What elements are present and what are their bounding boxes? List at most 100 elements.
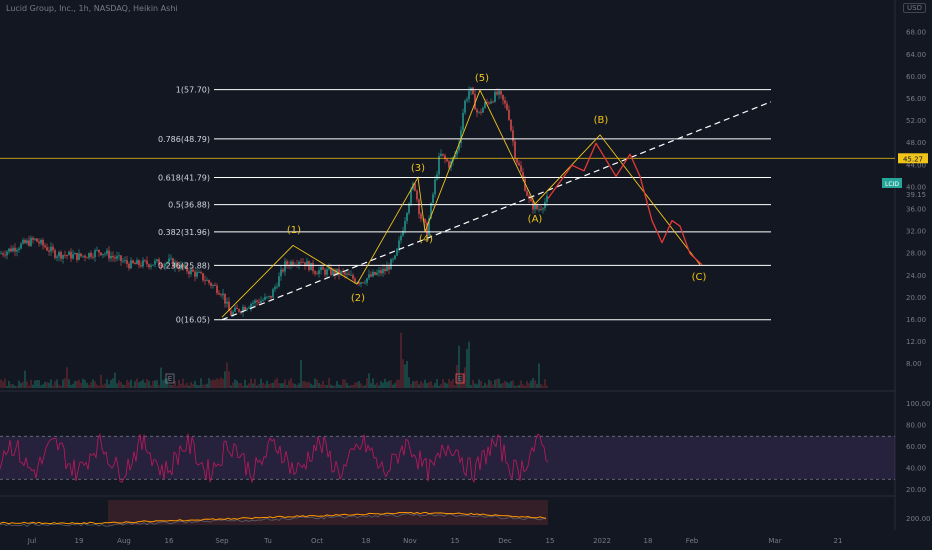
volume-bar (238, 383, 240, 388)
candle (42, 240, 44, 246)
volume-bar (46, 382, 48, 388)
volume-bar (366, 378, 368, 388)
candle (284, 261, 286, 272)
candle (136, 260, 138, 265)
volume-bar (344, 379, 346, 388)
volume-bar (376, 382, 378, 388)
volume-bar (106, 379, 108, 388)
volume-bar (168, 384, 170, 388)
volume-bar (114, 372, 116, 388)
volume-bar (308, 381, 310, 388)
candle (526, 190, 528, 196)
candle (318, 270, 320, 275)
volume-bar (458, 345, 460, 388)
volume-bar (100, 374, 102, 388)
elliott-wave-line (221, 89, 701, 318)
volume-bar (496, 378, 498, 388)
volume-bar (356, 382, 358, 388)
volume-bar (102, 384, 104, 388)
candle (192, 269, 194, 272)
candle (180, 264, 182, 270)
volume-bar (160, 367, 162, 388)
volume-bar (118, 380, 120, 388)
time-tick-label: 19 (75, 537, 84, 545)
candle (496, 91, 498, 95)
candle (426, 222, 428, 236)
candle (432, 194, 434, 204)
candle (338, 268, 340, 275)
volume-bar (388, 380, 390, 388)
volume-bar (176, 385, 178, 388)
candle (10, 248, 12, 252)
candle (440, 153, 442, 156)
wave-label: (5) (475, 73, 489, 84)
volume-bar (404, 364, 406, 388)
candle (132, 260, 134, 263)
candle (506, 103, 508, 110)
volume-bar (44, 381, 46, 388)
candle (464, 100, 466, 113)
candle (16, 250, 18, 252)
currency-button[interactable]: USD (903, 3, 926, 13)
candle (216, 285, 218, 294)
candle (298, 261, 300, 265)
volume-bar (242, 385, 244, 388)
candle (344, 272, 346, 275)
candle (512, 130, 514, 142)
volume-bar (474, 383, 476, 388)
volume-bar (252, 383, 254, 388)
candle (212, 284, 214, 286)
candle (480, 111, 482, 113)
volume-bar (206, 383, 208, 388)
candle (416, 190, 418, 200)
indicator-zone (108, 500, 548, 525)
volume-bar (392, 384, 394, 388)
volume-bar (466, 349, 468, 388)
volume-bar (522, 384, 524, 388)
volume-bar (182, 378, 184, 388)
volume-bar (126, 379, 128, 388)
candle (546, 195, 548, 202)
volume-bar (82, 378, 84, 388)
candle (206, 280, 208, 281)
volume-bar (74, 380, 76, 388)
volume-bar (476, 384, 478, 388)
candle (468, 90, 470, 100)
candle (168, 258, 170, 263)
volume-bar (48, 382, 50, 388)
candle (524, 178, 526, 191)
volume-bar (142, 379, 144, 388)
candle (454, 154, 456, 158)
candle (232, 311, 234, 316)
volume-bar (224, 371, 226, 388)
volume-bar (130, 379, 132, 388)
candle (28, 240, 30, 246)
candle (482, 107, 484, 113)
candle (22, 240, 24, 244)
volume-bar (262, 382, 264, 388)
candle (124, 260, 126, 262)
volume-bar (164, 378, 166, 388)
volume-bar (494, 379, 496, 388)
volume-bar (136, 378, 138, 388)
ticker-badge (882, 178, 902, 188)
rsi-tick-label: 40.00 (906, 465, 926, 473)
volume-bar (30, 379, 32, 388)
ticker-text: LCID (885, 181, 899, 188)
candle (404, 221, 406, 231)
candle (402, 230, 404, 236)
candle (312, 262, 314, 272)
volume-bar (228, 371, 230, 388)
candle (152, 264, 154, 266)
price-tick-label: 64.00 (906, 51, 926, 59)
volume-bar (440, 384, 442, 388)
time-tick-label: 18 (644, 537, 653, 545)
candle (354, 278, 356, 283)
candle (442, 153, 444, 156)
volume-bar (304, 381, 306, 388)
volume-bar (504, 380, 506, 388)
candle (114, 257, 116, 259)
price-tick-label: 24.00 (906, 272, 926, 280)
candle (6, 251, 8, 256)
